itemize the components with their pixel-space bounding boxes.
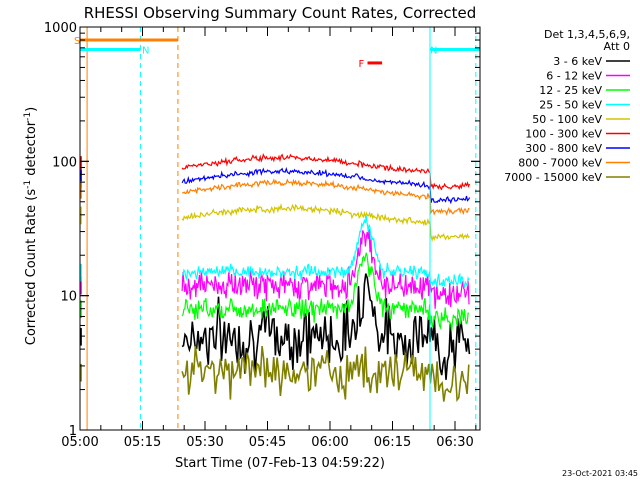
legend-label-0: 3 - 6 keV [553,55,602,68]
plot-frame [79,26,481,431]
legend-label-7: 800 - 7000 keV [518,157,602,170]
x-tick-label-2: 05:30 [186,435,223,450]
series-line-2 [181,252,470,332]
x-tick-label-6: 06:30 [436,435,473,450]
legend-header-line-1: Det 1,3,4,5,6,9, [544,28,630,41]
flag-label-1: N [142,45,149,56]
legend-label-6: 300 - 800 keV [525,142,602,155]
series-line-0 [181,273,471,380]
series-line-6 [181,166,471,205]
x-tick-label-1: 05:15 [124,435,161,450]
x-tick-label-5: 06:15 [374,435,411,450]
footer-date: 23-Oct-2021 03:45 [562,469,638,478]
legend-label-1: 6 - 12 keV [546,70,602,83]
x-tick-label-4: 06:00 [311,435,348,450]
y-tick-label-3: 1000 [44,21,77,36]
series-line-8 [181,345,470,403]
flag-label-3: F [359,59,365,70]
legend: Det 1,3,4,5,6,9, Att 0 3 - 6 keV 6 - 12 k… [504,28,630,184]
legend-label-8: 7000 - 15000 keV [504,171,602,184]
legend-header-line-2: Att 0 [604,40,630,53]
legend-label-4: 50 - 100 keV [532,113,602,126]
y-tick-label-0: 1 [69,424,77,439]
chart-title: RHESSI Observing Summary Count Rates, Co… [84,4,477,22]
series-line-3 [181,215,470,289]
series-line-4 [181,202,470,243]
plot-area: S N N F 1 10 100 1000 05:00 05:15 05:30 05:45 06:00 0… [44,21,481,450]
flag-label-2: N [430,45,437,56]
series-line-5 [181,153,471,191]
series-line-7 [181,178,470,216]
y-tick-label-2: 100 [52,155,77,170]
legend-label-5: 100 - 300 keV [525,128,602,141]
x-tick-label-0: 05:00 [61,435,98,450]
flag-label-0: S [74,36,80,47]
y-axis-label: Corrected Count Rate (s-1 detector-1) [23,107,39,345]
x-axis-label: Start Time (07-Feb-13 04:59:22) [175,456,385,471]
series-line-1 [181,229,470,309]
legend-label-3: 25 - 50 keV [539,99,602,112]
y-tick-label-1: 10 [60,290,77,305]
legend-label-2: 12 - 25 keV [539,84,602,97]
x-tick-label-3: 05:45 [249,435,286,450]
